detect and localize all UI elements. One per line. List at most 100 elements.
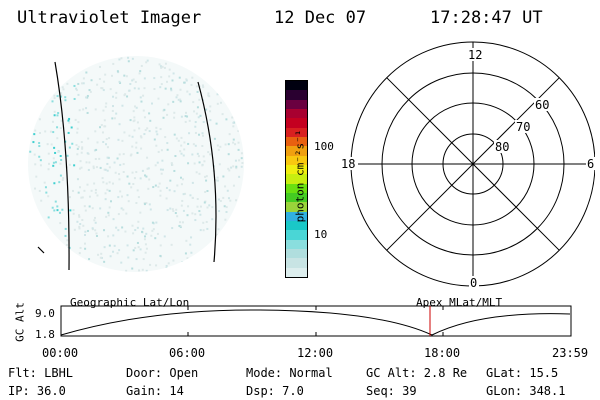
disk-pixel [105,182,108,185]
disk-pixel [92,167,95,170]
colorbar-swatch [286,108,307,119]
disk-pixel [136,241,139,244]
terminator-line-left [54,61,70,271]
disk-pixel [152,186,155,189]
disk-pixel [65,243,68,246]
disk-pixel [136,226,139,229]
mode-info: Mode: Normal [246,366,333,380]
disk-pixel [126,244,129,247]
disk-pixel [53,114,56,117]
colorbar-swatch [286,192,307,203]
disk-pixel [135,171,138,174]
disk-pixel [229,199,232,202]
disk-pixel [228,133,231,136]
disk-pixel [83,234,86,237]
disk-pixel [173,111,176,114]
disk-pixel [209,153,212,156]
disk-pixel [158,182,161,185]
disk-pixel [103,246,106,249]
disk-pixel [74,118,77,121]
disk-pixel [86,152,89,155]
disk-pixel [76,178,79,181]
disk-pixel [189,194,192,197]
disk-pixel [78,225,81,228]
disk-pixel [202,155,205,158]
disk-pixel [129,83,132,86]
disk-pixel [199,205,202,208]
disk-pixel [91,227,94,230]
disk-pixel [136,121,139,124]
disk-pixel [79,246,82,249]
disk-pixel [209,110,212,113]
disk-pixel [180,183,183,186]
colorbar-swatch [286,81,307,91]
disk-pixel [183,148,186,151]
disk-pixel [104,105,107,108]
disk-pixel [102,140,105,143]
disk-pixel [180,204,183,207]
disk-pixel [120,57,123,60]
disk-pixel [107,214,110,217]
disk-pixel [218,210,221,213]
disk-pixel [159,244,162,247]
disk-pixel [75,89,78,92]
disk-pixel [208,204,211,207]
disk-pixel [186,214,189,217]
disk-pixel [121,139,124,142]
disk-pixel [142,94,145,97]
disk-pixel [29,150,32,153]
disk-pixel [135,106,138,109]
disk-pixel [144,243,147,246]
disk-pixel [217,198,220,201]
disk-pixel [140,64,143,67]
disk-pixel [169,179,172,182]
disk-pixel [46,143,49,146]
colorbar-swatch [286,202,307,212]
disk-pixel [131,267,134,270]
disk-pixel [45,191,48,194]
colorbar-swatch [286,239,307,249]
disk-pixel [47,168,50,171]
disk-pixel [190,236,193,239]
gain-info: Gain: 14 [126,384,184,398]
disk-pixel [108,166,111,169]
gc-alt-axis-label: GC Alt [13,302,27,342]
disk-pixel [179,150,182,153]
disk-pixel [54,151,57,154]
disk-pixel [241,162,244,165]
disk-pixel [196,198,199,201]
disk-pixel [82,108,85,111]
disk-pixel [112,218,115,221]
disk-pixel [129,119,132,122]
disk-pixel [68,196,71,199]
disk-pixel [199,114,202,117]
disk-pixel [221,113,224,116]
disk-pixel [112,182,115,185]
disk-pixel [222,196,225,199]
disk-pixel [127,60,130,63]
disk-pixel [117,213,120,216]
lat-label-70: 70 [516,120,530,134]
disk-pixel [141,230,144,233]
disk-pixel [137,87,140,90]
disk-pixel [123,74,126,77]
disk-pixel [38,189,41,192]
disk-pixel [116,70,119,73]
disk-pixel [118,58,121,61]
disk-pixel [39,164,42,167]
disk-pixel [106,156,109,159]
disk-pixel [78,214,81,217]
colorbar-unit-label: photon cm⁻²s⁻¹ [293,129,307,223]
disk-pixel [61,119,64,122]
disk-pixel [96,141,99,144]
disk-pixel [104,73,107,76]
disk-pixel [53,146,56,149]
disk-pixel [82,82,85,85]
disk-pixel [66,82,69,85]
disk-pixel [52,131,55,134]
disk-pixel [38,145,41,148]
disk-pixel [138,269,141,272]
disk-pixel [43,181,46,184]
disk-pixel [99,166,102,169]
disk-pixel [108,189,111,192]
